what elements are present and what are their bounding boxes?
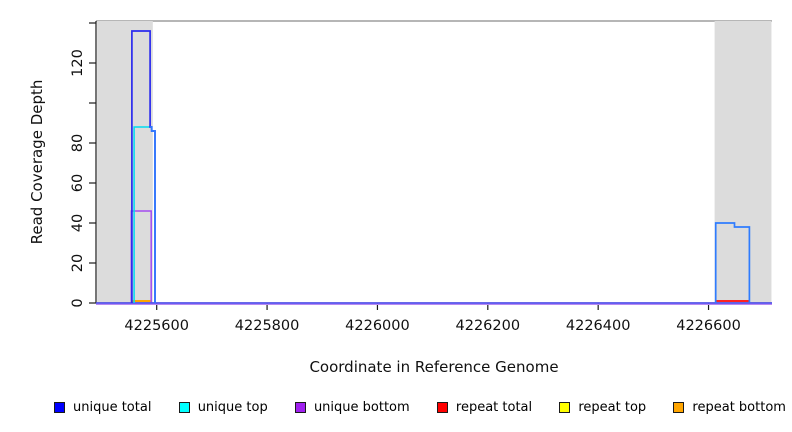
legend-swatch-unique-top [178, 401, 190, 413]
legend-item-unique-bottom: unique bottom [294, 399, 410, 415]
legend-swatch-repeat-top [559, 401, 571, 413]
y-tick-label: 120 [70, 49, 86, 77]
legend-label: repeat total [455, 399, 533, 415]
legend-label: unique bottom [313, 399, 410, 415]
legend-swatch-unique-bottom [294, 401, 306, 413]
x-axis-title: Coordinate in Reference Genome [309, 358, 559, 376]
legend-item-repeat-total: repeat total [436, 399, 533, 415]
y-tick-label: 80 [70, 134, 86, 152]
y-tick-label: 40 [70, 214, 86, 232]
series-unique-top [714, 222, 751, 303]
series-unique-top [133, 126, 151, 303]
legend-label: unique total [73, 399, 152, 415]
y-axis-title: Read Coverage Depth [28, 79, 46, 245]
x-tick-label: 4226200 [456, 318, 521, 334]
x-tick-label: 4226000 [345, 318, 410, 334]
legend-item-unique-total: unique total [54, 400, 151, 415]
legend-label: repeat bottom [692, 399, 786, 415]
legend-item-repeat-top: repeat top [559, 400, 646, 415]
x-tick-label: 4225800 [235, 318, 300, 334]
y-tick-label: 20 [70, 254, 86, 272]
legend-swatch-repeat-total [436, 401, 448, 413]
series-unique-top [150, 126, 156, 303]
legend: unique total unique top unique bottom repea… [54, 397, 786, 417]
legend-item-unique-top: unique top [178, 399, 268, 415]
legend-swatch-repeat-bottom [673, 401, 685, 413]
y-tick-label: 60 [70, 174, 86, 192]
y-tick-label: 0 [70, 298, 86, 307]
coverage-plot: 4225600 4225800 4226000 4226200 4226400 42266… [70, 20, 772, 334]
x-tick-label: 4226400 [566, 318, 631, 334]
x-tick-label: 4225600 [124, 318, 189, 334]
shaded-region [97, 21, 153, 303]
legend-item-repeat-bottom: repeat bottom [673, 400, 786, 415]
legend-label: repeat top [578, 399, 647, 415]
x-tick-label: 4226600 [676, 318, 741, 334]
legend-label: unique top [197, 399, 268, 415]
shaded-region [714, 21, 772, 303]
legend-swatch-unique-total [54, 401, 65, 413]
